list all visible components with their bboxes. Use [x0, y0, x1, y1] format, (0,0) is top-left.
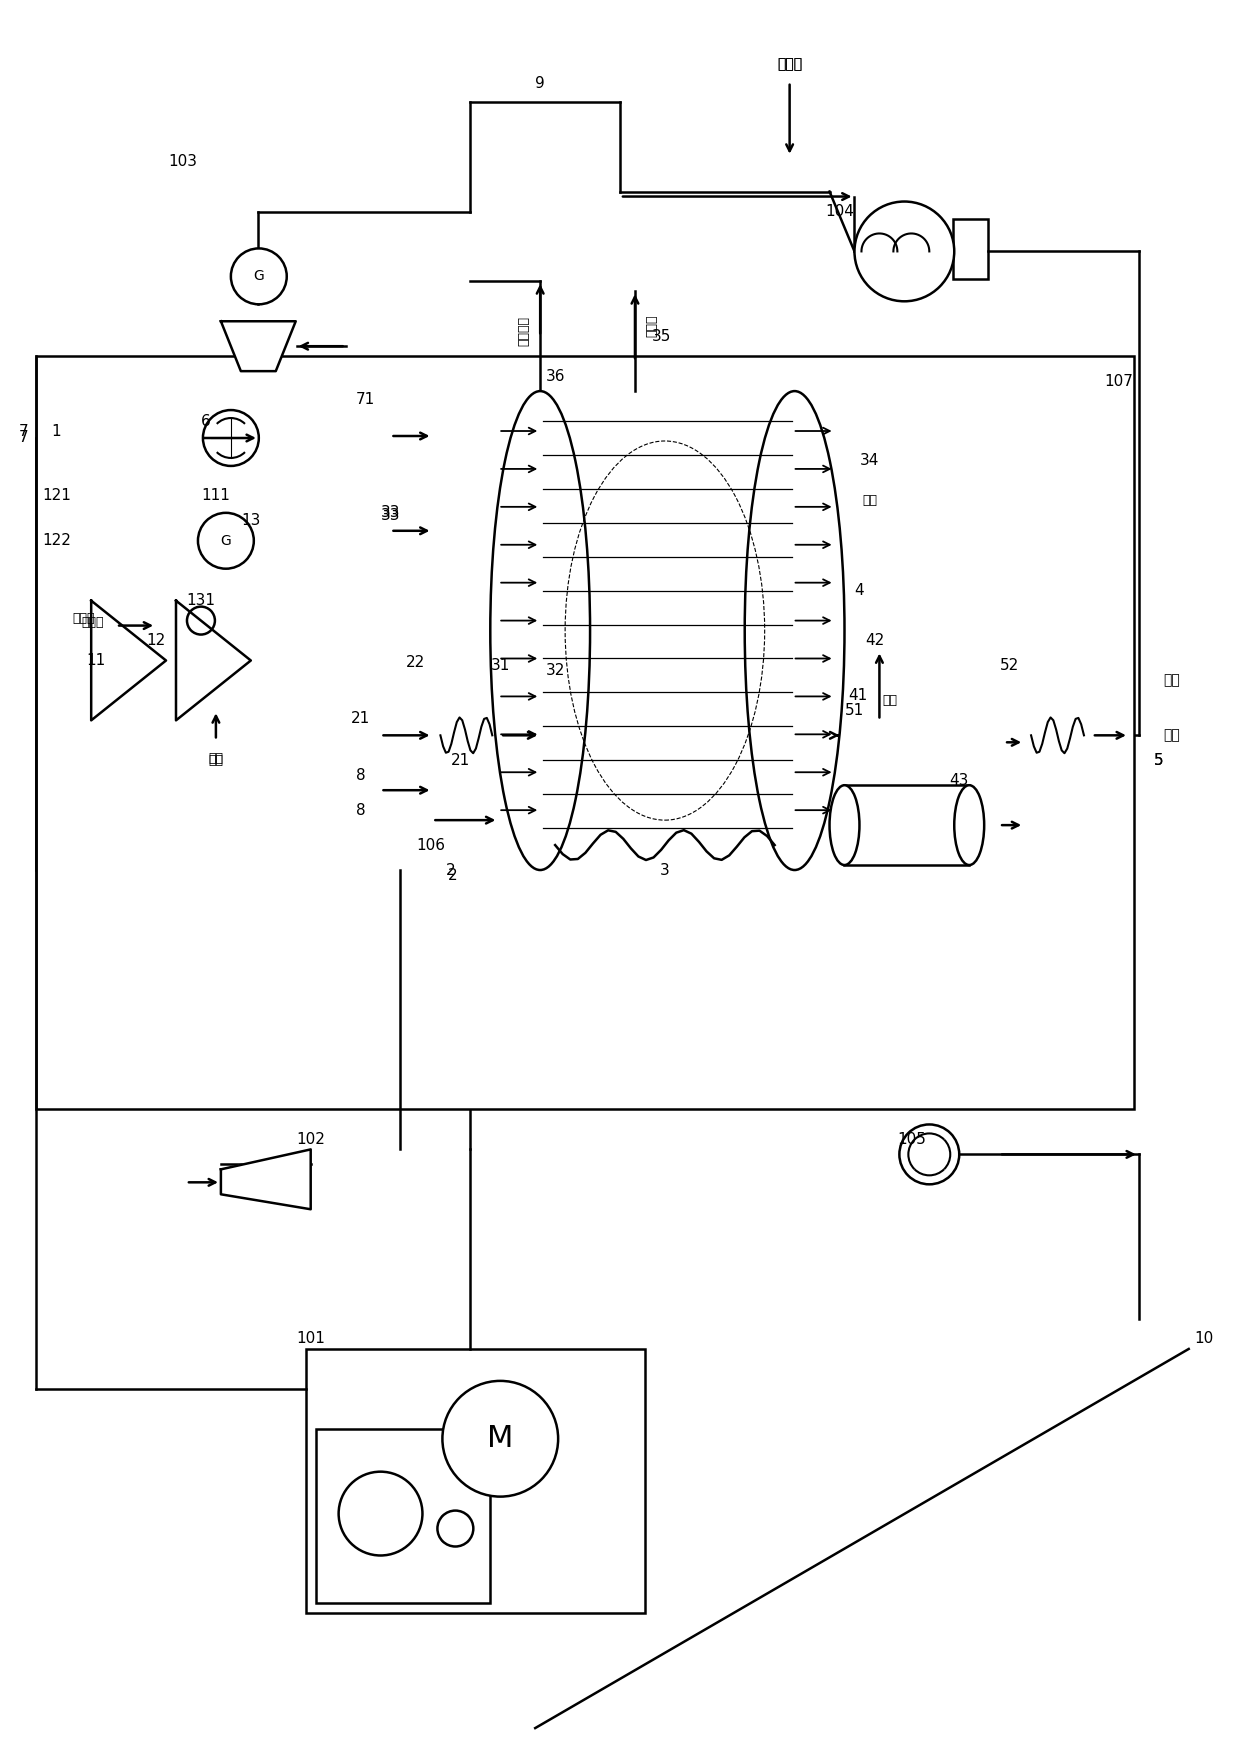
Text: 107: 107: [1105, 374, 1133, 389]
Bar: [433, 680, 500, 789]
Bar: [839, 710, 934, 775]
Text: G: G: [253, 270, 264, 284]
Polygon shape: [92, 601, 166, 721]
Bar: [541, 391, 795, 870]
Text: 103: 103: [169, 153, 197, 169]
Polygon shape: [176, 601, 250, 721]
Circle shape: [203, 411, 259, 465]
Ellipse shape: [745, 391, 844, 870]
Circle shape: [198, 513, 254, 569]
Text: 天然气: 天然气: [81, 617, 104, 629]
Text: G: G: [221, 534, 231, 548]
Bar: [348, 416, 391, 455]
Text: M: M: [487, 1424, 513, 1454]
Text: 原海水: 原海水: [777, 56, 802, 70]
Text: 104: 104: [825, 204, 854, 218]
Text: 6: 6: [201, 414, 211, 428]
Text: 32: 32: [546, 663, 565, 678]
Text: 21: 21: [450, 752, 470, 768]
Text: 71: 71: [356, 391, 376, 407]
Text: 淡水: 淡水: [1164, 673, 1180, 687]
Text: 41: 41: [848, 687, 867, 703]
Text: 21: 21: [351, 710, 371, 726]
Text: 7: 7: [19, 430, 29, 446]
Circle shape: [899, 1124, 960, 1184]
Ellipse shape: [830, 786, 859, 865]
Circle shape: [854, 201, 955, 301]
Text: 101: 101: [296, 1332, 325, 1346]
Text: 33: 33: [381, 506, 401, 520]
Text: 34: 34: [859, 453, 879, 469]
Ellipse shape: [955, 786, 985, 865]
Text: 102: 102: [296, 1131, 325, 1147]
Text: 31: 31: [491, 657, 510, 673]
Text: 42: 42: [864, 633, 884, 648]
Text: 52: 52: [999, 657, 1019, 673]
Text: 空气: 空气: [208, 754, 223, 766]
Text: 106: 106: [415, 837, 445, 853]
Bar: [66, 492, 326, 865]
Circle shape: [438, 1510, 474, 1547]
Text: 43: 43: [950, 774, 968, 788]
Text: 9: 9: [536, 76, 546, 92]
Text: 天然气: 天然气: [72, 611, 94, 626]
Text: 13: 13: [241, 513, 260, 529]
Bar: [954, 220, 988, 280]
Text: 131: 131: [186, 594, 216, 608]
Polygon shape: [221, 1149, 311, 1209]
Text: 排气: 排气: [882, 694, 897, 707]
Text: 空气: 空气: [208, 752, 223, 765]
Text: 22: 22: [405, 655, 425, 670]
Text: 10: 10: [1194, 1332, 1213, 1346]
Text: 51: 51: [844, 703, 864, 717]
Bar: [156, 626, 231, 705]
Text: 原海水: 原海水: [777, 56, 802, 70]
Text: 2: 2: [445, 863, 455, 877]
Text: 2: 2: [448, 867, 458, 883]
Text: 36: 36: [546, 368, 565, 384]
Text: 4: 4: [854, 583, 864, 597]
Ellipse shape: [490, 391, 590, 870]
Text: 122: 122: [42, 534, 71, 548]
Text: 105: 105: [897, 1131, 926, 1147]
Bar: [36, 356, 1133, 1110]
Bar: [306, 1350, 645, 1614]
Text: 淡水: 淡水: [862, 495, 877, 507]
Circle shape: [443, 1381, 558, 1496]
Text: 35: 35: [652, 329, 672, 344]
Text: 7: 7: [19, 423, 29, 439]
Text: 8: 8: [356, 768, 366, 782]
Text: 排污水: 排污水: [646, 315, 658, 338]
Text: 111: 111: [201, 488, 231, 504]
Text: 1: 1: [51, 423, 61, 439]
Text: 8: 8: [356, 803, 366, 818]
Text: 淡水: 淡水: [1164, 728, 1180, 742]
Bar: [316, 1429, 490, 1603]
Text: 12: 12: [146, 633, 166, 648]
Text: 121: 121: [42, 488, 71, 504]
Text: 3: 3: [660, 863, 670, 877]
Circle shape: [187, 606, 215, 634]
Circle shape: [339, 1471, 423, 1556]
Bar: [1024, 680, 1092, 789]
Text: 33: 33: [381, 507, 401, 523]
Text: 5: 5: [1154, 752, 1163, 768]
Text: 5: 5: [1154, 752, 1163, 768]
Text: 11: 11: [87, 654, 105, 668]
Circle shape: [231, 248, 286, 305]
Polygon shape: [221, 321, 295, 372]
Text: 末级蒸气: 末级蒸气: [518, 315, 531, 347]
